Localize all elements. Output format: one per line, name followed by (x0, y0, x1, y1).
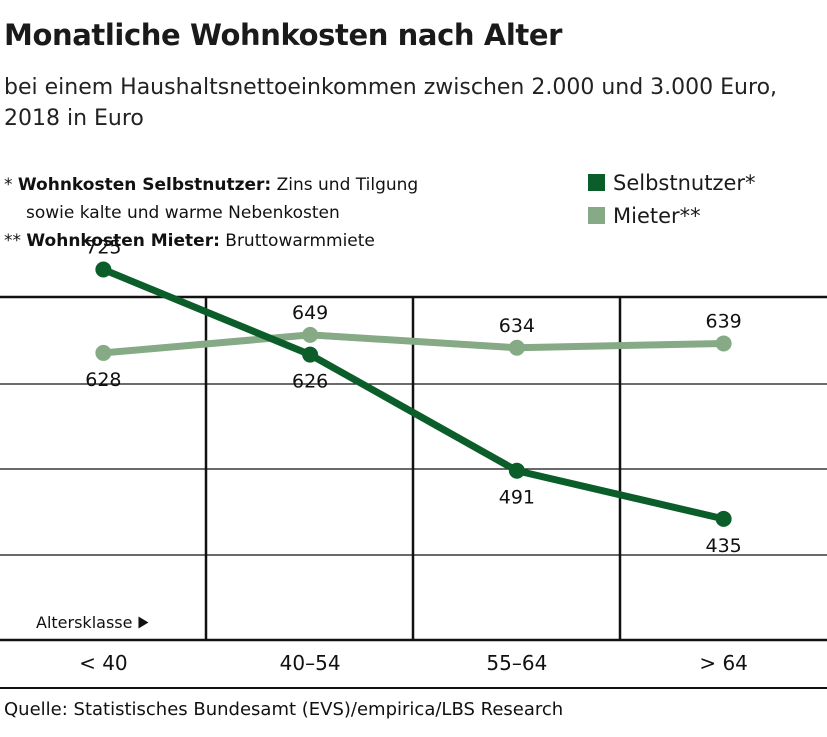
footnote-term: Wohnkosten Mieter: (26, 231, 220, 251)
data-point (302, 326, 319, 343)
data-label: 626 (292, 371, 328, 393)
data-label: 435 (705, 535, 741, 557)
x-tick-label: < 40 (79, 651, 128, 675)
footnote-mieter: ** Wohnkosten Mieter: Bruttowarmmiete (4, 227, 418, 255)
legend-item-mieter: Mieter** (588, 199, 756, 232)
data-label: 491 (499, 487, 535, 509)
x-axis-title: Altersklasse (36, 613, 132, 632)
value-labels: 628 649 634 639 725 626 491 435 (85, 237, 742, 557)
footnote-text: sowie kalte und warme Nebenkosten (26, 203, 340, 223)
data-point (95, 261, 112, 278)
data-label: 628 (85, 369, 121, 391)
footnote-text: Zins und Tilgung (276, 175, 419, 195)
x-tick-label: > 64 (699, 651, 748, 675)
data-label: 725 (85, 237, 121, 259)
footnote-marker: ** (4, 231, 21, 251)
data-point (508, 462, 525, 479)
legend-swatch (588, 207, 605, 224)
footnotes: * Wohnkosten Selbstnutzer: Zins und Tilg… (4, 171, 418, 255)
grid (0, 295, 827, 689)
footnote-marker: * (4, 175, 13, 195)
data-point (715, 510, 732, 527)
legend-item-selbstnutzer: Selbstnutzer* (588, 166, 756, 199)
footnote-continuation: sowie kalte und warme Nebenkosten (4, 199, 418, 227)
data-point (508, 339, 525, 356)
x-tick-label: 40–54 (280, 651, 341, 675)
data-label: 634 (499, 315, 535, 337)
chart-title: Monatliche Wohnkosten nach Alter (4, 18, 563, 52)
legend-label: Selbstnutzer* (613, 170, 756, 195)
legend-swatch (588, 174, 605, 191)
data-point (302, 346, 319, 363)
series-line-1 (103, 331, 724, 357)
data-point (715, 335, 732, 352)
data-label: 639 (705, 310, 741, 332)
legend: Selbstnutzer* Mieter** (588, 166, 756, 232)
data-label: 649 (292, 302, 328, 324)
arrow-right-icon (138, 616, 149, 629)
legend-label: Mieter** (613, 203, 701, 228)
footnote-selbstnutzer: * Wohnkosten Selbstnutzer: Zins und Tilg… (4, 171, 418, 199)
footnote-term: Wohnkosten Selbstnutzer: (17, 175, 272, 195)
footnote-text: Bruttowarmmiete (225, 231, 375, 251)
x-tick-label: 55–64 (486, 651, 547, 675)
source-note: Quelle: Statistisches Bundesamt (EVS)/em… (4, 699, 564, 720)
chart-subtitle: bei einem Haushaltsnettoeinkommen zwisch… (4, 75, 778, 131)
x-axis: < 40 40–54 55–64 > 64 Altersklasse (36, 613, 748, 675)
series-line-0 (102, 266, 725, 523)
series-layer (95, 261, 732, 527)
data-point (95, 344, 112, 361)
